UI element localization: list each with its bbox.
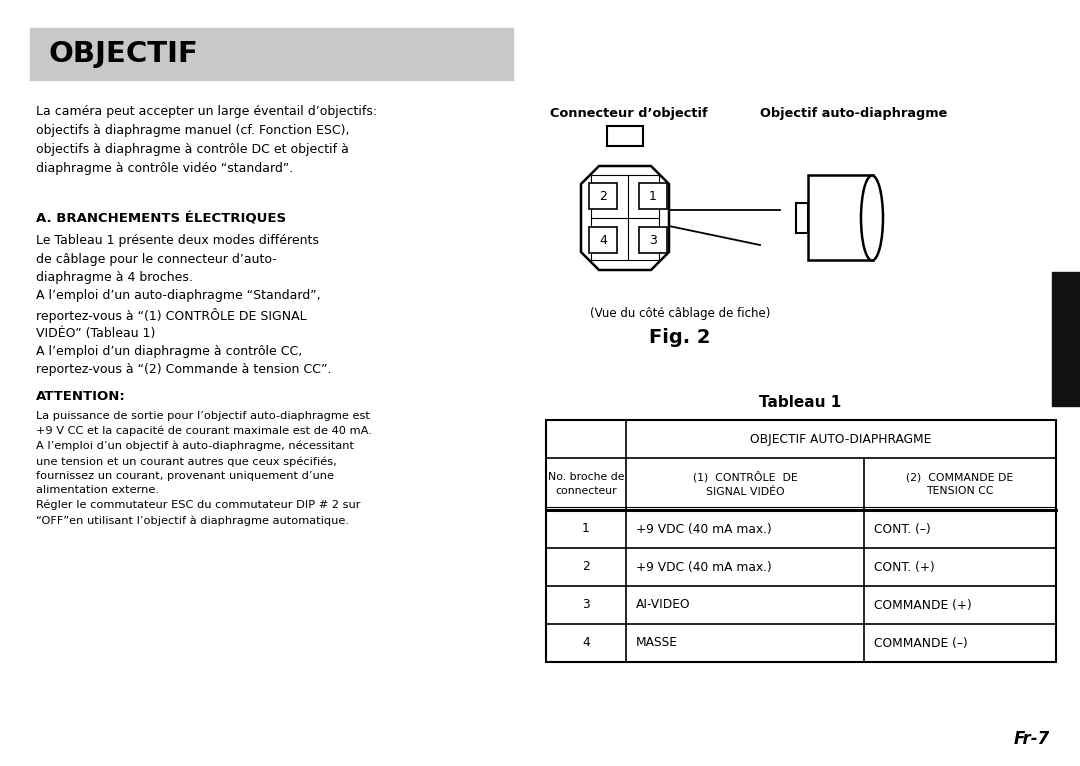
Text: ATTENTION:: ATTENTION: <box>36 390 125 403</box>
Text: CONT. (+): CONT. (+) <box>874 561 935 574</box>
Text: No. broche de
connecteur: No. broche de connecteur <box>548 472 624 496</box>
Text: A l’emploi d’un auto-diaphragme “Standard”,: A l’emploi d’un auto-diaphragme “Standar… <box>36 290 321 303</box>
Text: Connecteur d’objectif: Connecteur d’objectif <box>550 107 707 120</box>
Text: 4: 4 <box>599 234 607 247</box>
Text: La puissance de sortie pour l’objectif auto-diaphragme est
+9 V CC et la capacit: La puissance de sortie pour l’objectif a… <box>36 411 372 525</box>
Text: 2: 2 <box>582 561 590 574</box>
Text: AI-VIDEO: AI-VIDEO <box>636 598 690 611</box>
Polygon shape <box>581 166 669 270</box>
Text: 1: 1 <box>649 189 657 202</box>
Text: VIDÉO” (Tableau 1): VIDÉO” (Tableau 1) <box>36 326 156 339</box>
Text: 1: 1 <box>582 522 590 535</box>
Ellipse shape <box>861 175 883 260</box>
Text: OBJECTIF: OBJECTIF <box>48 40 198 68</box>
Text: (2)  COMMANDE DE
TENSION CC: (2) COMMANDE DE TENSION CC <box>906 472 1014 496</box>
Text: MASSE: MASSE <box>636 637 678 650</box>
Bar <box>1052 272 1080 406</box>
Text: COMMANDE (–): COMMANDE (–) <box>874 637 968 650</box>
Bar <box>607 126 643 146</box>
Text: Fig. 2: Fig. 2 <box>649 328 711 347</box>
Bar <box>639 227 667 253</box>
Bar <box>639 183 667 209</box>
Text: Fr-7: Fr-7 <box>1014 730 1050 748</box>
Bar <box>591 175 659 260</box>
Text: 4: 4 <box>582 637 590 650</box>
Text: reportez-vous à “(2) Commande à tension CC”.: reportez-vous à “(2) Commande à tension … <box>36 364 332 377</box>
Bar <box>546 420 1056 662</box>
Text: Objectif auto-diaphragme: Objectif auto-diaphragme <box>760 107 947 120</box>
Text: Le Tableau 1 présente deux modes différents: Le Tableau 1 présente deux modes différe… <box>36 234 319 247</box>
Text: reportez-vous à “(1) CONTRÔLE DE SIGNAL: reportez-vous à “(1) CONTRÔLE DE SIGNAL <box>36 308 307 323</box>
Bar <box>30 28 513 80</box>
Text: +9 VDC (40 mA max.): +9 VDC (40 mA max.) <box>636 561 772 574</box>
Bar <box>589 183 617 209</box>
Text: Tableau 1: Tableau 1 <box>759 395 841 410</box>
Bar <box>589 227 617 253</box>
Text: La caméra peut accepter un large éventail d’objectifs:
objectifs à diaphragme ma: La caméra peut accepter un large éventai… <box>36 105 377 175</box>
Text: OBJECTIF AUTO-DIAPHRAGME: OBJECTIF AUTO-DIAPHRAGME <box>751 433 932 446</box>
Text: de câblage pour le connecteur d’auto-: de câblage pour le connecteur d’auto- <box>36 253 276 266</box>
Bar <box>808 175 873 260</box>
Text: A. BRANCHEMENTS ÉLECTRIQUES: A. BRANCHEMENTS ÉLECTRIQUES <box>36 212 286 225</box>
Text: A l’emploi d’un diaphragme à contrôle CC,: A l’emploi d’un diaphragme à contrôle CC… <box>36 345 302 358</box>
Text: 2: 2 <box>599 189 607 202</box>
Text: (Vue du côté câblage de fiche): (Vue du côté câblage de fiche) <box>590 307 770 320</box>
Text: COMMANDE (+): COMMANDE (+) <box>874 598 972 611</box>
Bar <box>796 203 808 233</box>
Text: 3: 3 <box>649 234 657 247</box>
Text: diaphragme à 4 broches.: diaphragme à 4 broches. <box>36 271 193 284</box>
Text: 3: 3 <box>582 598 590 611</box>
Text: CONT. (–): CONT. (–) <box>874 522 931 535</box>
Text: +9 VDC (40 mA max.): +9 VDC (40 mA max.) <box>636 522 772 535</box>
Text: (1)  CONTRÔLE  DE
SIGNAL VIDÉO: (1) CONTRÔLE DE SIGNAL VIDÉO <box>692 471 797 496</box>
